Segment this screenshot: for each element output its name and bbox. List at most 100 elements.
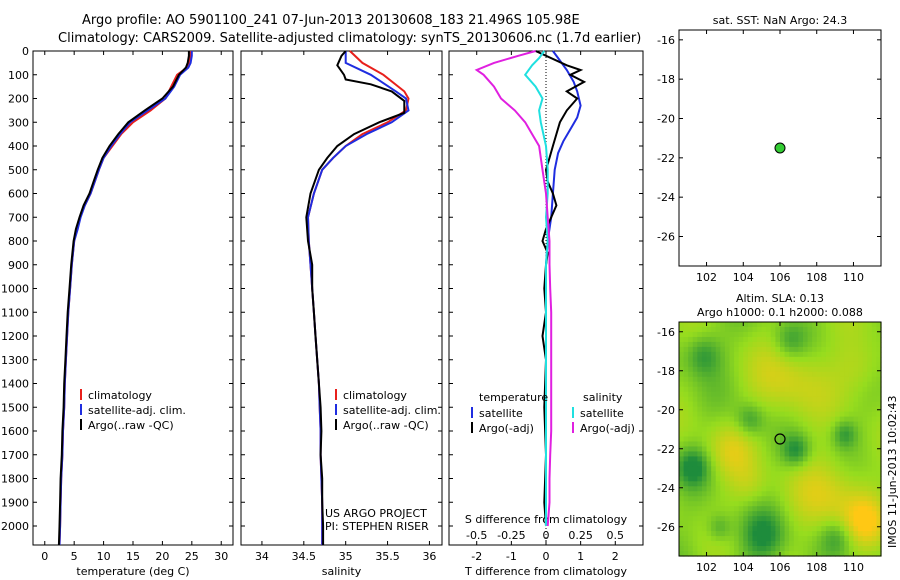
- sla-heatmap-cell: [770, 521, 777, 527]
- sla-heatmap-cell: [853, 396, 859, 403]
- sla-heatmap-cell: [683, 371, 689, 378]
- sla-heatmap-cell: [784, 501, 790, 507]
- sla-heatmap-cell: [830, 541, 836, 547]
- sla-heatmap-cell: [729, 421, 735, 428]
- sla-heatmap-cell: [738, 496, 744, 502]
- sla-heatmap-cell: [825, 386, 832, 393]
- sla-heatmap-cell: [743, 536, 749, 542]
- sla-heatmap-cell: [793, 476, 799, 482]
- sla-heatmap-cell: [729, 481, 735, 487]
- sla-heatmap-cell: [720, 336, 726, 343]
- sla-heatmap-cell: [766, 381, 772, 388]
- sla-heatmap-cell: [780, 416, 786, 423]
- sla-heatmap-cell: [830, 461, 836, 467]
- sla-heatmap-cell: [862, 546, 868, 552]
- sla-heatmap-cell: [766, 436, 772, 443]
- sla-heatmap-cell: [839, 446, 845, 453]
- sla-heatmap-cell: [729, 546, 735, 552]
- sla-heatmap-cell: [876, 516, 882, 522]
- sla-heatmap-cell: [775, 341, 781, 348]
- sla-heatmap-cell: [812, 361, 818, 368]
- sla-heatmap-cell: [812, 322, 818, 328]
- sla-heatmap-cell: [871, 486, 878, 492]
- sla-heatmap-cell: [853, 421, 859, 428]
- sla-heatmap-cell: [692, 381, 698, 388]
- sla-heatmap-cell: [775, 521, 781, 527]
- sla-heatmap-cell: [825, 541, 832, 547]
- sla-heatmap-cell: [734, 456, 740, 463]
- sla_map-xtick-label: 110: [843, 561, 864, 574]
- sla-heatmap-cell: [802, 506, 809, 512]
- sla-heatmap-cell: [738, 486, 744, 492]
- sla-heatmap-cell: [775, 396, 781, 403]
- sla-heatmap-cell: [770, 541, 777, 547]
- sla-heatmap-cell: [844, 351, 850, 358]
- sla-heatmap-cell: [775, 506, 781, 512]
- sla-heatmap-cell: [715, 356, 721, 363]
- sla-heatmap-cell: [679, 346, 685, 353]
- sla-heatmap-cell: [752, 391, 758, 398]
- sla-heatmap-cell: [780, 536, 786, 542]
- sla-heatmap-cell: [798, 521, 804, 527]
- sla-heatmap-cell: [692, 336, 698, 343]
- sla-heatmap-cell: [858, 356, 864, 363]
- sla-heatmap-cell: [853, 391, 859, 398]
- sla-heatmap-cell: [835, 396, 841, 403]
- sla-heatmap-cell: [862, 341, 868, 348]
- sla-heatmap-cell: [839, 536, 845, 542]
- sla-heatmap-cell: [770, 481, 777, 487]
- sla-heatmap-cell: [738, 491, 744, 497]
- sla-heatmap-cell: [876, 521, 882, 527]
- sla-heatmap-cell: [724, 481, 731, 487]
- sla-heatmap-cell: [867, 456, 873, 463]
- sla-heatmap-cell: [876, 426, 882, 433]
- sla-heatmap-cell: [812, 391, 818, 398]
- sla-heatmap-cell: [683, 346, 689, 353]
- sla-heatmap-cell: [802, 401, 809, 408]
- sla-heatmap-cell: [766, 361, 772, 368]
- sla-heatmap-cell: [812, 551, 818, 557]
- sla-heatmap-cell: [844, 381, 850, 388]
- sla-heatmap-cell: [720, 551, 726, 557]
- sla-heatmap-cell: [798, 371, 804, 378]
- sla-heatmap-cell: [830, 466, 836, 472]
- sla-heatmap-cell: [701, 346, 708, 353]
- difference-xtick-label: -2: [471, 550, 482, 563]
- sla-heatmap-cell: [802, 436, 809, 443]
- sla-heatmap-cell: [867, 376, 873, 383]
- sla-heatmap-cell: [697, 486, 703, 492]
- sla-heatmap-cell: [839, 322, 845, 328]
- sla-heatmap-cell: [720, 476, 726, 482]
- sla-heatmap-cell: [724, 541, 731, 547]
- sla-heatmap-cell: [825, 441, 832, 448]
- sla-heatmap-cell: [848, 541, 855, 547]
- sla-heatmap-cell: [697, 516, 703, 522]
- sla-heatmap-cell: [821, 396, 827, 403]
- sla-heatmap-cell: [683, 471, 689, 477]
- sla-heatmap-cell: [830, 371, 836, 378]
- sla-heatmap-cell: [766, 322, 772, 328]
- temperature-series-line: [57, 51, 190, 546]
- sla-heatmap-cell: [720, 536, 726, 542]
- sla-heatmap-cell: [835, 546, 841, 552]
- sla-heatmap-cell: [679, 481, 685, 487]
- sla-heatmap-cell: [738, 531, 744, 537]
- sla-heatmap-cell: [780, 471, 786, 477]
- sla-heatmap-cell: [775, 421, 781, 428]
- sla-heatmap-cell: [724, 471, 731, 477]
- sla-heatmap-cell: [876, 336, 882, 343]
- sla-heatmap-cell: [784, 391, 790, 398]
- sla-heatmap-cell: [830, 481, 836, 487]
- sla-heatmap-cell: [816, 546, 822, 552]
- sla-heatmap-cell: [862, 396, 868, 403]
- sla-heatmap-cell: [798, 516, 804, 522]
- depth-tick-label: 1100: [1, 306, 29, 319]
- sla-heatmap-cell: [706, 431, 712, 438]
- sla-heatmap-cell: [871, 401, 878, 408]
- sla-heatmap-cell: [807, 506, 813, 512]
- sla-heatmap-cell: [724, 386, 731, 393]
- sla-heatmap-cell: [706, 376, 712, 383]
- sla-heatmap-cell: [871, 481, 878, 487]
- sla-heatmap-cell: [844, 426, 850, 433]
